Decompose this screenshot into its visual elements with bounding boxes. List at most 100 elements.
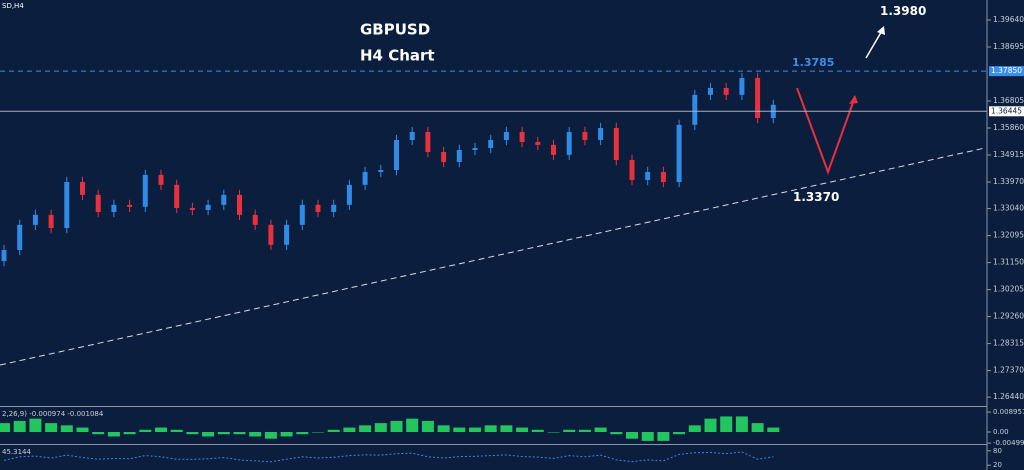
candle-body — [425, 132, 431, 152]
y-tick-label: 1.31150 — [993, 258, 1024, 267]
histogram-bar — [688, 425, 701, 432]
candle-body — [723, 88, 729, 95]
histogram-bar — [249, 432, 262, 437]
candle-body — [660, 172, 666, 182]
candle-body — [346, 184, 352, 205]
histogram-bar — [531, 429, 544, 432]
histogram-bar — [547, 432, 560, 433]
chart-title: GBPUSD — [360, 21, 430, 39]
y-tick-label: 1.33040 — [993, 204, 1024, 213]
histogram-bar — [767, 427, 780, 432]
histogram-bar — [264, 432, 277, 439]
y-tick-label: 0.00 — [993, 428, 1009, 436]
price-tag — [989, 106, 1024, 117]
candle-body — [708, 88, 713, 95]
histogram-bar — [500, 425, 513, 432]
histogram-bar — [720, 416, 733, 432]
price-tag-label: 1.37850 — [991, 66, 1022, 75]
candle-body — [111, 204, 117, 212]
candle-body — [205, 204, 211, 210]
histogram-bar — [76, 427, 89, 432]
indicator-label: 2,26,9) -0.000974 -0.001084 — [2, 410, 104, 418]
y-tick-label: 1.30205 — [993, 285, 1024, 294]
resistance-label: 1.3785 — [792, 56, 834, 69]
y-tick-label: 1.29260 — [993, 312, 1024, 321]
histogram-bar — [45, 423, 58, 432]
histogram-bar — [641, 432, 654, 441]
candle-body — [17, 224, 23, 250]
candle-body — [676, 124, 682, 182]
histogram-bar — [123, 432, 136, 435]
candle-body — [299, 204, 305, 225]
price-tag — [989, 66, 1024, 77]
histogram-bar — [374, 423, 387, 432]
candle-body — [378, 170, 384, 172]
y-tick-label: 1.34915 — [993, 150, 1024, 159]
candle-body — [645, 172, 651, 180]
histogram-bar — [280, 432, 293, 437]
candle-body — [284, 224, 290, 245]
candle-body — [551, 144, 556, 155]
histogram-bar — [139, 429, 152, 432]
y-tick-label: 20 — [993, 461, 1002, 469]
candle-body — [142, 174, 148, 207]
histogram-bar — [107, 432, 120, 437]
histogram-bar — [92, 432, 105, 435]
y-tick-label: -0.004995 — [993, 439, 1024, 447]
histogram-bar — [563, 429, 576, 432]
candle-body — [32, 214, 38, 225]
histogram-bar — [312, 432, 324, 433]
y-tick-label: 1.33970 — [993, 177, 1024, 186]
histogram-bar — [704, 418, 717, 432]
histogram-bar — [170, 429, 183, 432]
histogram-bar — [327, 429, 340, 432]
histogram-bar — [0, 423, 10, 432]
candle-body — [692, 94, 698, 125]
candle-body — [566, 132, 572, 155]
histogram-bar — [578, 429, 591, 432]
indicator-label: 45.3144 — [2, 448, 31, 456]
histogram-bar — [673, 432, 686, 435]
candle-body — [1, 250, 7, 262]
y-tick-label: 1.28315 — [993, 339, 1024, 348]
candle-body — [80, 182, 85, 195]
trendline — [0, 147, 986, 366]
candle-body — [315, 204, 321, 212]
target-arrow — [865, 28, 884, 59]
candle-body — [237, 194, 242, 215]
histogram-bar — [421, 420, 434, 432]
candle-body — [503, 132, 509, 140]
chart-subtitle: H4 Chart — [360, 47, 435, 65]
candle-body — [268, 224, 274, 245]
y-tick-label: 80 — [993, 447, 1002, 455]
histogram-bar — [626, 432, 638, 439]
histogram-bar — [594, 427, 607, 432]
y-tick-label: 1.35860 — [993, 123, 1024, 132]
histogram-bar — [296, 432, 309, 435]
histogram-bar — [437, 425, 450, 432]
window-label: SD,H4 — [2, 2, 24, 10]
arrowhead — [849, 95, 858, 104]
histogram-bar — [751, 423, 764, 432]
histogram-bar — [343, 427, 356, 432]
candle-body — [755, 78, 761, 118]
histogram-bar — [406, 418, 419, 432]
histogram-bar — [390, 420, 403, 432]
histogram-bar — [735, 416, 748, 432]
histogram-bar — [60, 425, 73, 432]
price-tag-label: 1.36445 — [991, 106, 1022, 115]
histogram-bar — [610, 432, 623, 435]
candle-body — [456, 150, 462, 162]
candle-body — [613, 128, 619, 160]
y-tick-label: 1.26440 — [993, 392, 1024, 401]
candle-body — [252, 214, 258, 225]
histogram-bar — [29, 418, 42, 432]
histogram-bar — [186, 432, 199, 435]
histogram-bar — [657, 432, 670, 441]
candle-body — [394, 140, 399, 170]
histogram-bar — [469, 427, 481, 432]
candle-body — [535, 142, 541, 145]
candle-body — [409, 132, 415, 140]
histogram-bar — [359, 425, 372, 432]
